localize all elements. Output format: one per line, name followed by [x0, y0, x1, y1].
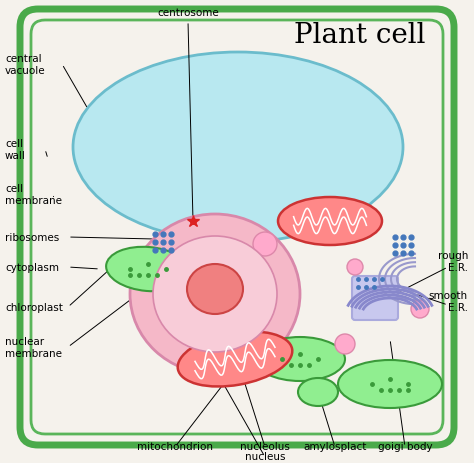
Ellipse shape [187, 264, 243, 314]
Ellipse shape [255, 337, 345, 381]
Ellipse shape [178, 332, 292, 387]
Text: cell
wall: cell wall [5, 139, 26, 161]
Text: ribosomes: ribosomes [5, 232, 59, 243]
Ellipse shape [253, 232, 277, 257]
Ellipse shape [335, 334, 355, 354]
FancyBboxPatch shape [20, 10, 454, 445]
Text: goigi body: goigi body [378, 441, 432, 451]
Ellipse shape [338, 360, 442, 408]
Ellipse shape [130, 214, 300, 374]
Text: nucleus: nucleus [245, 451, 285, 461]
Ellipse shape [278, 198, 382, 245]
Ellipse shape [153, 237, 277, 352]
Text: rough
E.R.: rough E.R. [438, 250, 468, 272]
Ellipse shape [411, 300, 429, 319]
Text: nucleolus: nucleolus [240, 441, 290, 451]
Text: smooth
E.R.: smooth E.R. [429, 291, 468, 312]
Ellipse shape [106, 247, 190, 292]
Ellipse shape [73, 53, 403, 243]
Text: mitochondrion: mitochondrion [137, 441, 213, 451]
Text: chloroplast: chloroplast [5, 302, 63, 313]
Text: cell
membrane: cell membrane [5, 184, 62, 206]
Text: central
vacuole: central vacuole [5, 54, 46, 75]
Text: nuclear
membrane: nuclear membrane [5, 337, 62, 358]
Text: Plant cell: Plant cell [294, 22, 426, 49]
Ellipse shape [298, 378, 338, 406]
FancyBboxPatch shape [352, 276, 398, 320]
Text: amylosplact: amylosplact [303, 441, 367, 451]
Text: cytoplasm: cytoplasm [5, 263, 59, 272]
Text: centrosome: centrosome [157, 8, 219, 18]
Ellipse shape [347, 259, 363, 275]
